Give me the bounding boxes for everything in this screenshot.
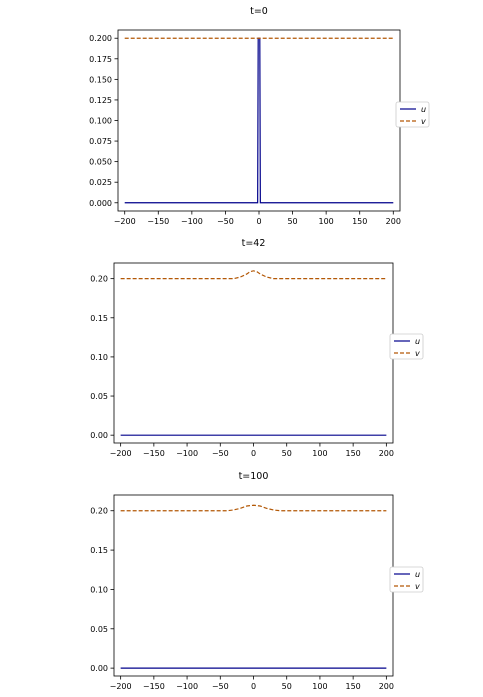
plot-area [117,29,401,212]
y-tick-label: 0.025 [89,178,112,187]
x-tick-label: 0 [256,217,261,226]
x-tick-label: 200 [379,682,394,691]
y-tick-label: 0.20 [90,507,108,516]
legend: uv [395,101,430,128]
x-tick-label: −200 [110,449,132,458]
chart-title: t=0 [250,6,268,17]
x-tick-label: −200 [114,217,136,226]
x-tick-label: 50 [287,217,297,226]
chart-panel-t42: t=42 −200 −150 −100 −50 0 50 100 150 200 0.00 0.05 0… [90,238,424,458]
y-tick-label: 0.05 [90,392,108,401]
x-tick-label: 0 [251,682,256,691]
y-tick-label: 0.15 [90,546,108,555]
legend: uv [389,333,424,360]
x-tick-label: −100 [176,682,198,691]
series-line-v [120,504,387,512]
x-tick-label: 200 [386,217,401,226]
y-tick-label: 0.05 [90,625,108,634]
legend-label-v: v [415,582,420,591]
legend-label-u: u [415,570,420,579]
legend-label-u: u [415,337,420,346]
legend-label-v: v [415,349,420,358]
y-tick-label: 0.150 [89,75,112,84]
chart-title: t=100 [239,471,269,482]
y-tick-label: 0.075 [89,137,112,146]
y-tick-label: 0.200 [89,34,112,43]
x-tick-label: −150 [143,682,165,691]
y-tick-label: 0.10 [90,353,108,362]
legend-box [389,566,424,593]
x-tick-label: −150 [143,449,165,458]
x-tick-label: −200 [110,682,132,691]
x-tick-label: −100 [181,217,203,226]
y-tick-label: 0.000 [89,199,112,208]
x-tick-label: 100 [312,449,327,458]
y-tick-label: 0.050 [89,158,112,167]
chart-panel-t100: t=100 −200 −150 −100 −50 0 50 100 150 200 0.00 0.05… [90,471,424,691]
x-tick-label: 200 [379,449,394,458]
x-tick-label: 150 [346,449,361,458]
legend: uv [389,566,424,593]
legend-box [389,333,424,360]
legend-box [395,101,430,128]
x-tick-label: −50 [217,217,234,226]
plot-area [113,262,394,444]
y-tick-label: 0.00 [90,431,108,440]
legend-label-u: u [421,105,426,114]
y-tick-label: 0.100 [89,117,112,126]
x-tick-label: 0 [251,449,256,458]
x-tick-label: 50 [282,449,292,458]
x-tick-label: 100 [319,217,334,226]
y-tick-label: 0.20 [90,275,108,284]
y-tick-label: 0.00 [90,664,108,673]
x-tick-label: 150 [352,217,367,226]
x-tick-label: −50 [212,449,229,458]
legend-label-v: v [421,117,426,126]
x-tick-label: −150 [147,217,169,226]
x-tick-label: 100 [312,682,327,691]
x-tick-label: 50 [282,682,292,691]
y-tick-label: 0.175 [89,55,112,64]
chart-panel-t0: t=0 −200 −150 −100 −50 0 50 100 150 200 0.000 0.025… [89,6,430,226]
series-line-v [120,270,387,280]
x-tick-label: 150 [346,682,361,691]
chart-title: t=42 [242,238,266,249]
y-tick-label: 0.15 [90,314,108,323]
x-tick-label: −100 [176,449,198,458]
y-tick-label: 0.10 [90,585,108,594]
x-tick-label: −50 [212,682,229,691]
y-tick-label: 0.125 [89,96,112,105]
plot-area [113,494,394,677]
